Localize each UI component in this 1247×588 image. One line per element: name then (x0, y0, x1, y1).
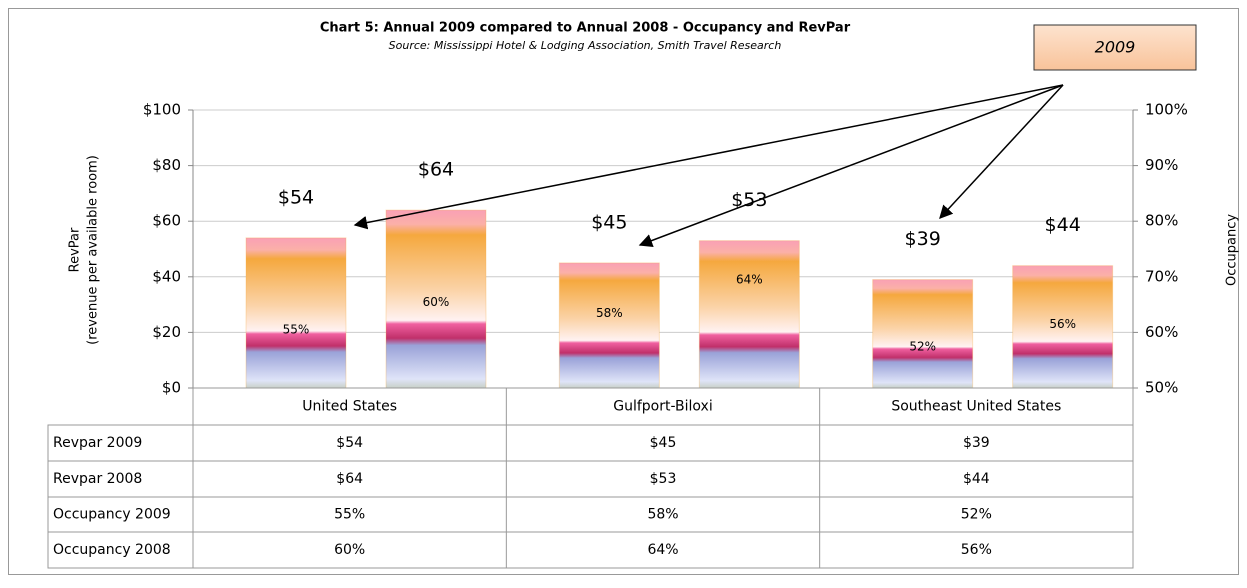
annotation: 2009 (1095, 38, 1136, 57)
data-label: $39 (905, 228, 941, 250)
occupancy-label: 58% (596, 306, 623, 320)
arrow (353, 84, 1064, 230)
table-cell: $53 (650, 471, 677, 487)
arrow (939, 84, 1064, 219)
x-tick-label: United States (302, 399, 397, 415)
occupancy-label: 52% (909, 339, 936, 353)
occupancy-label: 60% (423, 295, 450, 309)
y2-axis-label: Occupancy (1225, 214, 1240, 286)
bar (698, 240, 800, 389)
table-cell: 52% (961, 507, 992, 523)
y2-tick-label: 50% (1145, 379, 1178, 397)
bar (558, 262, 660, 389)
table-cell: 56% (961, 542, 992, 558)
y-tick-label: $20 (152, 323, 181, 341)
data-label: $44 (1045, 214, 1081, 236)
table-cell: 55% (334, 507, 365, 523)
y2-tick-label: 100% (1145, 101, 1188, 119)
table-cell: 64% (647, 542, 678, 558)
y2-tick-label: 60% (1145, 323, 1178, 341)
y2-tick-label: 90% (1145, 156, 1178, 174)
x-tick-label: Gulfport-Biloxi (613, 399, 712, 415)
plot: $0 $20 $40 $60 $80 $100 50% 60% 70% 80% 90% 100% $54… (47, 101, 1188, 569)
x-tick-label: Southeast United States (891, 399, 1061, 415)
y2-tick-label: 70% (1145, 267, 1178, 285)
y-tick-label: $60 (152, 212, 181, 230)
legend-label: Occupancy 2008 (53, 542, 171, 558)
chart-subtitle: Source: Mississippi Hotel & Lodging Asso… (389, 39, 782, 52)
y-axis-label: (revenue per available room) (86, 155, 101, 345)
data-label: $64 (418, 159, 454, 181)
bar (245, 237, 347, 389)
occupancy-label: 55% (283, 323, 310, 337)
data-label: $54 (278, 186, 314, 208)
data-label: $53 (731, 189, 767, 211)
table-cell: $39 (963, 435, 990, 451)
legend-label: Revpar 2009 (53, 435, 142, 451)
bar (385, 209, 487, 389)
y-tick-label: $0 (162, 379, 181, 397)
annotation-box (1033, 24, 1197, 71)
y-tick-label: $40 (152, 267, 181, 285)
table-cell: $54 (336, 435, 363, 451)
table-cell: 60% (334, 542, 365, 558)
table-cell: $44 (963, 471, 990, 487)
table-cell: $45 (650, 435, 677, 451)
table-cell: $64 (336, 471, 363, 487)
arrow (638, 84, 1064, 248)
chart-title: Chart 5: Annual 2009 compared to Annual … (320, 21, 851, 36)
y-axis-label: RevPar (68, 227, 83, 272)
occupancy-label: 56% (1049, 317, 1076, 331)
y-tick-label: $100 (143, 101, 181, 119)
data-label: $45 (591, 211, 627, 233)
table-cell: 58% (647, 507, 678, 523)
legend-label: Occupancy 2009 (53, 507, 171, 523)
occupancy-label: 64% (736, 273, 763, 287)
y2-tick-label: 80% (1145, 212, 1178, 230)
y-tick-label: $80 (152, 156, 181, 174)
legend-label: Revpar 2008 (53, 471, 142, 487)
bar (872, 279, 974, 389)
bar (1012, 265, 1114, 389)
